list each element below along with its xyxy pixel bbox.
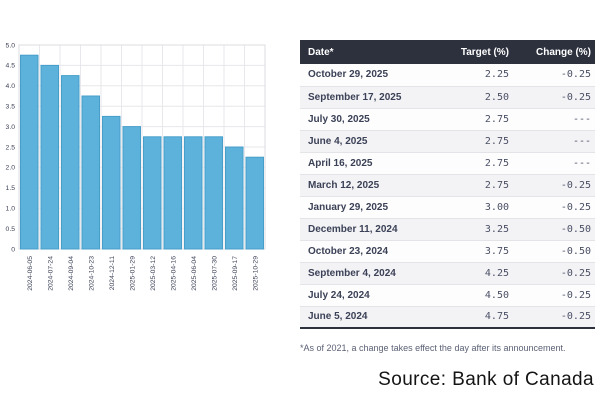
rate-table: Date* Target (%) Change (%) October 29, …	[300, 40, 595, 329]
y-axis-tick-label: 4.0	[6, 83, 16, 90]
cell-change: -0.25	[513, 64, 595, 86]
cell-target: 2.75	[450, 129, 513, 152]
x-axis-tick-label: 2025-09-17	[232, 256, 239, 291]
y-axis-tick-label: 5.0	[6, 42, 16, 49]
y-axis-tick-label: 2.0	[6, 165, 16, 172]
bar	[143, 136, 162, 250]
table-row: March 12, 2025 2.75 -0.25	[300, 173, 595, 196]
y-axis-tick-label: 0.5	[6, 226, 16, 233]
cell-change: -0.50	[513, 217, 595, 240]
bar	[225, 146, 244, 250]
table-row: October 29, 2025 2.25 -0.25	[300, 64, 595, 86]
table-row: July 24, 2024 4.50 -0.25	[300, 283, 595, 306]
cell-target: 2.50	[450, 85, 513, 108]
table-row: July 30, 2025 2.75 ---	[300, 107, 595, 130]
cell-date: January 29, 2025	[300, 195, 450, 218]
cell-date: October 23, 2024	[300, 239, 450, 262]
cell-date: March 12, 2025	[300, 173, 450, 196]
x-axis-tick-label: 2024-09-04	[68, 256, 75, 291]
rate-table-panel: Date* Target (%) Change (%) October 29, …	[300, 40, 595, 353]
x-axis-tick-label: 2025-07-30	[211, 256, 218, 291]
x-axis-tick-label: 2025-03-12	[150, 256, 157, 291]
x-axis-tick-label: 2024-07-24	[47, 256, 54, 291]
bar	[184, 136, 203, 250]
cell-target: 3.75	[450, 239, 513, 262]
cell-target: 4.50	[450, 283, 513, 306]
cell-target: 2.75	[450, 173, 513, 196]
y-axis-tick-label: 1.5	[6, 185, 16, 192]
x-axis-tick-label: 2025-10-29	[252, 256, 259, 291]
column-header-target: Target (%)	[450, 40, 513, 64]
cell-date: October 29, 2025	[300, 64, 450, 86]
column-header-change: Change (%)	[513, 40, 595, 64]
cell-target: 2.75	[450, 107, 513, 130]
cell-change: -0.25	[513, 195, 595, 218]
column-header-date: Date*	[300, 40, 450, 64]
x-axis-tick-label: 2024-06-05	[27, 256, 34, 291]
table-row: September 17, 2025 2.50 -0.25	[300, 85, 595, 108]
cell-target: 4.75	[450, 305, 513, 328]
table-header-row: Date* Target (%) Change (%)	[300, 40, 595, 64]
table-row: September 4, 2024 4.25 -0.25	[300, 261, 595, 284]
cell-date: July 30, 2025	[300, 107, 450, 130]
cell-date: April 16, 2025	[300, 151, 450, 174]
policy-rate-bar-chart: 0 0.5 1.0 1.5 2.0 2.5 3.0 3.5 4.0 4.5 5.0 2024-06-0…	[0, 0, 300, 320]
cell-change: ---	[513, 107, 595, 130]
table-row: December 11, 2024 3.25 -0.50	[300, 217, 595, 240]
table-row: October 23, 2024 3.75 -0.50	[300, 239, 595, 262]
table-row: June 4, 2025 2.75 ---	[300, 129, 595, 152]
bar	[204, 136, 223, 250]
x-axis-tick-label: 2025-04-16	[170, 256, 177, 291]
bar	[163, 136, 182, 250]
cell-change: -0.25	[513, 261, 595, 284]
bar-chart-svg: 0 0.5 1.0 1.5 2.0 2.5 3.0 3.5 4.0 4.5 5.0 2024-06-0…	[6, 42, 266, 291]
bar	[61, 75, 80, 250]
cell-change: ---	[513, 129, 595, 152]
x-axis-tick-label: 2024-12-11	[109, 256, 116, 290]
cell-change: -0.25	[513, 173, 595, 196]
cell-date: June 4, 2025	[300, 129, 450, 152]
cell-target: 4.25	[450, 261, 513, 284]
y-axis-tick-label: 2.5	[6, 144, 16, 151]
bar	[40, 64, 59, 250]
cell-date: December 11, 2024	[300, 217, 450, 240]
cell-target: 3.25	[450, 217, 513, 240]
plot-border	[18, 44, 266, 250]
x-axis-tick-label: 2025-06-04	[191, 256, 198, 291]
y-axis-tick-label: 4.5	[6, 63, 16, 70]
source-attribution: Source: Bank of Canada	[378, 369, 594, 390]
cell-target: 2.25	[450, 64, 513, 86]
table-row: January 29, 2025 3.00 -0.25	[300, 195, 595, 218]
table-row: April 16, 2025 2.75 ---	[300, 151, 595, 174]
x-axis-tick-label: 2024-10-23	[88, 256, 95, 291]
x-axis-tick-label: 2025-01-29	[129, 256, 136, 291]
cell-date: June 5, 2024	[300, 305, 450, 328]
cell-change: -0.50	[513, 239, 595, 262]
bar	[20, 54, 39, 250]
cell-change: -0.25	[513, 305, 595, 328]
y-axis-tick-label: 1.0	[6, 206, 16, 213]
cell-change: ---	[513, 151, 595, 174]
bar	[81, 95, 100, 250]
y-axis-tick-label: 0	[11, 246, 15, 253]
cell-date: September 17, 2025	[300, 85, 450, 108]
table-footnote: *As of 2021, a change takes effect the d…	[300, 343, 566, 353]
bar	[245, 156, 264, 250]
cell-date: July 24, 2024	[300, 283, 450, 306]
cell-target: 3.00	[450, 195, 513, 218]
table-row: June 5, 2024 4.75 -0.25	[300, 305, 595, 328]
cell-target: 2.75	[450, 151, 513, 174]
bar	[122, 126, 141, 250]
y-axis-tick-label: 3.0	[6, 124, 16, 131]
cell-date: September 4, 2024	[300, 261, 450, 284]
cell-change: -0.25	[513, 85, 595, 108]
bar	[102, 115, 121, 250]
y-axis-tick-label: 3.5	[6, 104, 16, 111]
cell-change: -0.25	[513, 283, 595, 306]
